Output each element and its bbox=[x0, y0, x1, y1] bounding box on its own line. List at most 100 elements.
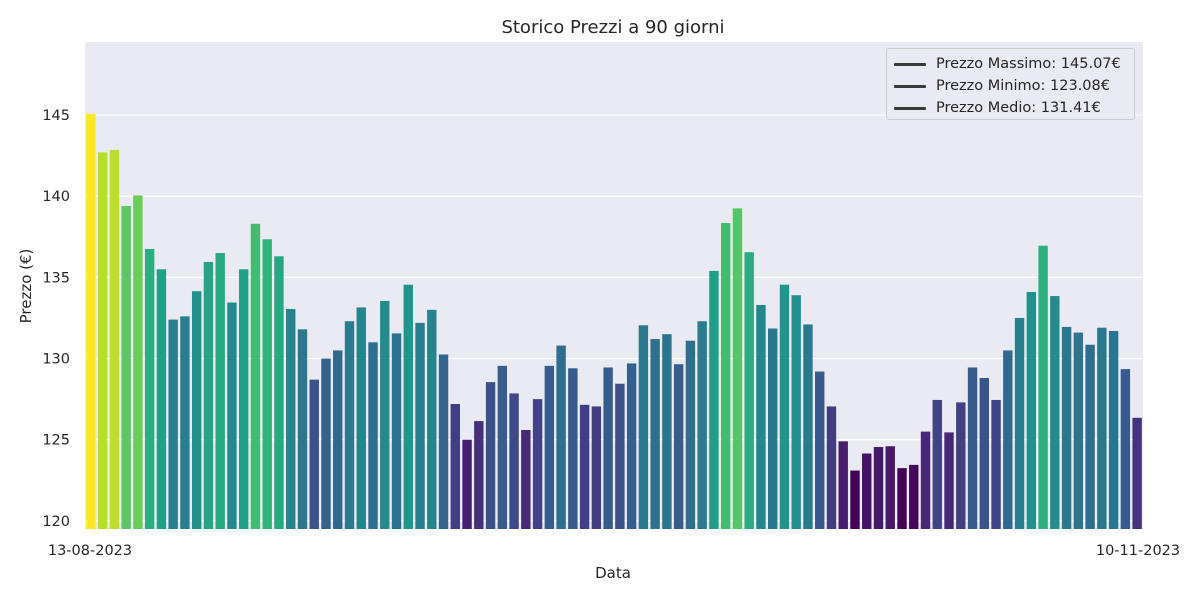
price-bar bbox=[709, 270, 719, 529]
price-bar bbox=[873, 447, 884, 529]
price-bar bbox=[497, 365, 508, 529]
legend-label: Prezzo Minimo: 123.08€ bbox=[936, 78, 1110, 94]
price-bar bbox=[673, 364, 684, 529]
price-bar bbox=[779, 284, 790, 529]
price-bar bbox=[1014, 317, 1025, 529]
price-bar bbox=[650, 339, 660, 529]
price-bar bbox=[86, 113, 96, 529]
price-bar bbox=[1097, 327, 1107, 529]
price-bar bbox=[321, 358, 331, 529]
price-bar bbox=[380, 300, 390, 529]
price-bar bbox=[791, 295, 801, 529]
price-bar bbox=[944, 432, 954, 529]
chart-title: Storico Prezzi a 90 giorni bbox=[501, 17, 724, 38]
price-bar bbox=[250, 223, 261, 529]
price-bar bbox=[180, 316, 190, 529]
price-bar bbox=[403, 284, 413, 529]
price-bar bbox=[991, 399, 1001, 529]
price-bar bbox=[286, 309, 296, 529]
price-bar bbox=[803, 324, 813, 529]
legend: Prezzo Massimo: 145.07€ Prezzo Minimo: 1… bbox=[886, 48, 1135, 120]
price-bar bbox=[756, 304, 766, 529]
price-bar bbox=[509, 393, 519, 529]
price-bar bbox=[239, 269, 249, 529]
price-bar bbox=[685, 340, 696, 529]
price-bar bbox=[215, 253, 225, 529]
legend-line-icon bbox=[894, 84, 926, 88]
legend-line-icon bbox=[894, 62, 926, 66]
price-bar bbox=[1026, 291, 1037, 529]
price-bar bbox=[732, 208, 743, 529]
price-bar bbox=[1038, 245, 1048, 530]
price-bar bbox=[956, 402, 966, 529]
price-bar bbox=[1120, 369, 1131, 529]
price-bar bbox=[309, 379, 319, 529]
price-bar bbox=[462, 439, 472, 529]
y-axis-label: Prezzo (€) bbox=[17, 249, 35, 324]
price-bar bbox=[485, 382, 496, 529]
price-bar bbox=[1073, 332, 1084, 529]
price-bar bbox=[438, 354, 449, 529]
price-bar bbox=[1061, 326, 1072, 529]
price-bar bbox=[133, 195, 143, 529]
y-tick-label: 120 bbox=[42, 514, 70, 530]
price-bar bbox=[603, 367, 613, 529]
price-bar bbox=[638, 325, 649, 529]
bars bbox=[86, 113, 1142, 530]
price-bar bbox=[1085, 344, 1095, 529]
y-tick-label: 130 bbox=[42, 352, 70, 368]
legend-label: Prezzo Medio: 131.41€ bbox=[936, 100, 1101, 116]
price-bar bbox=[532, 399, 543, 529]
legend-line-icon bbox=[894, 106, 926, 110]
y-axis-ticks: 120 125 130 135 140 145 bbox=[42, 108, 70, 530]
price-bar bbox=[568, 368, 578, 529]
price-bar bbox=[344, 321, 355, 529]
price-bar bbox=[521, 429, 531, 529]
x-tick-label: 10-11-2023 bbox=[1096, 543, 1180, 559]
legend-item-avg: Prezzo Medio: 131.41€ bbox=[894, 97, 1134, 119]
y-tick-label: 125 bbox=[42, 433, 70, 449]
price-bar bbox=[979, 378, 989, 529]
price-bar bbox=[826, 406, 837, 529]
price-bar bbox=[121, 205, 131, 529]
price-bar bbox=[450, 404, 460, 529]
legend-item-max: Prezzo Massimo: 145.07€ bbox=[894, 53, 1134, 75]
price-bar bbox=[203, 261, 214, 529]
legend-item-min: Prezzo Minimo: 123.08€ bbox=[894, 75, 1134, 97]
price-bar bbox=[97, 152, 108, 529]
price-bar bbox=[967, 367, 978, 529]
price-bar bbox=[697, 321, 707, 529]
price-bar bbox=[391, 333, 402, 529]
price-bar bbox=[744, 252, 754, 529]
price-bar bbox=[333, 350, 343, 529]
price-bar bbox=[109, 149, 120, 529]
price-bar bbox=[368, 342, 378, 529]
y-tick-label: 145 bbox=[42, 108, 70, 124]
price-bar bbox=[920, 431, 931, 529]
price-bar bbox=[768, 328, 778, 529]
price-bar bbox=[1050, 296, 1060, 529]
price-bar bbox=[274, 256, 284, 529]
x-tick-label: 13-08-2023 bbox=[48, 543, 132, 559]
price-bar bbox=[156, 269, 167, 529]
price-bar bbox=[544, 365, 555, 529]
price-bar bbox=[1108, 330, 1119, 529]
price-bar bbox=[262, 239, 272, 530]
x-axis-label: Data bbox=[595, 564, 631, 582]
price-bar bbox=[168, 319, 178, 529]
price-bar bbox=[474, 421, 484, 529]
price-bar bbox=[1132, 417, 1142, 529]
price-bar bbox=[838, 441, 848, 529]
price-bar bbox=[556, 345, 566, 529]
price-bar bbox=[579, 404, 590, 529]
price-bar bbox=[862, 453, 872, 529]
plot-area bbox=[85, 42, 1143, 529]
price-bar bbox=[932, 399, 942, 529]
legend-label: Prezzo Massimo: 145.07€ bbox=[936, 56, 1121, 72]
price-bar bbox=[897, 468, 907, 530]
price-bar bbox=[297, 329, 308, 529]
price-bar bbox=[356, 307, 366, 529]
price-bar bbox=[885, 446, 895, 529]
price-bar bbox=[227, 302, 237, 529]
